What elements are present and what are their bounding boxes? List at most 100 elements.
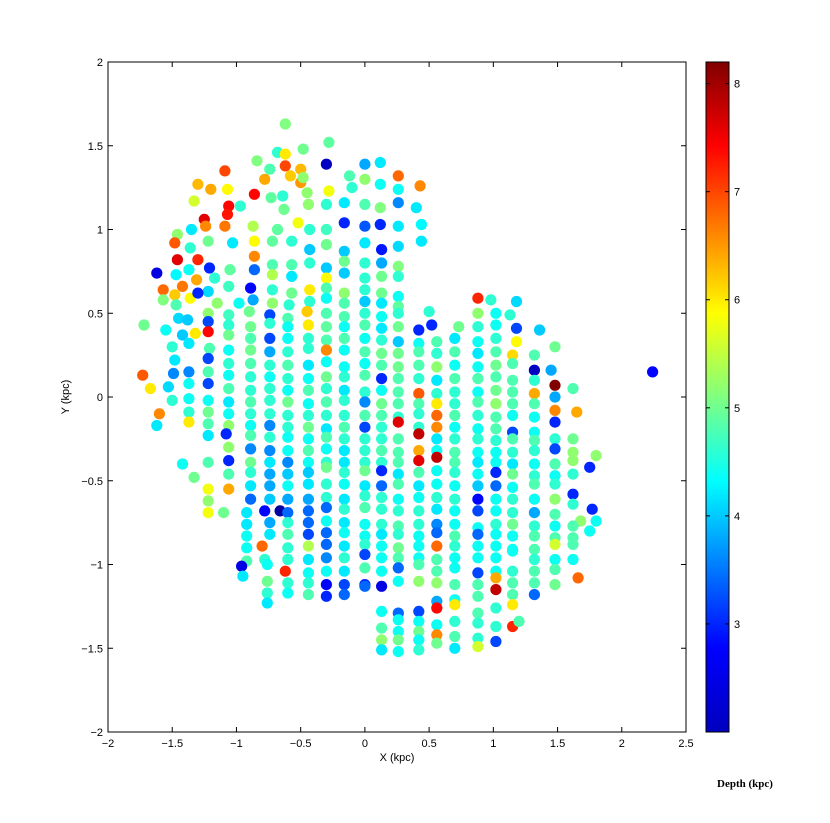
data-point: [413, 359, 425, 371]
data-point: [304, 284, 316, 296]
data-point: [359, 257, 371, 269]
data-point: [202, 406, 214, 418]
data-point: [392, 634, 404, 646]
data-point: [392, 361, 404, 373]
data-point: [264, 317, 276, 329]
data-point: [392, 433, 404, 445]
data-point: [431, 398, 443, 410]
data-point: [586, 503, 598, 515]
data-point: [209, 272, 221, 284]
data-point: [449, 421, 461, 433]
data-point: [301, 306, 313, 318]
data-point: [374, 202, 386, 214]
data-point: [302, 398, 314, 410]
data-point: [227, 237, 239, 249]
data-point: [302, 505, 314, 517]
data-point: [413, 346, 425, 358]
data-point: [169, 237, 181, 249]
data-point: [449, 530, 461, 542]
data-point: [297, 172, 309, 184]
data-point: [338, 267, 350, 279]
data-point: [359, 307, 371, 319]
data-point: [282, 542, 294, 554]
data-point: [549, 391, 561, 403]
data-point: [202, 394, 214, 406]
data-point: [472, 361, 484, 373]
data-point: [392, 456, 404, 468]
data-point: [567, 446, 579, 458]
data-point: [392, 528, 404, 540]
data-point: [282, 506, 294, 519]
data-point: [449, 579, 461, 591]
data-point: [359, 295, 371, 308]
data-point: [302, 198, 314, 210]
data-point: [413, 491, 425, 504]
colorbar-ticks: 3 4 5 6 7 8: [706, 79, 740, 631]
data-point: [245, 408, 257, 420]
y-tick-label: 2: [97, 57, 103, 69]
data-point: [413, 615, 425, 628]
data-point: [320, 321, 332, 333]
data-point: [431, 421, 443, 433]
data-point: [490, 359, 502, 371]
data-point: [223, 344, 235, 356]
data-point: [376, 540, 388, 552]
data-point: [392, 347, 404, 359]
data-point: [185, 223, 198, 236]
data-point: [202, 378, 214, 390]
x-tick-label: 1: [490, 738, 496, 750]
data-point: [359, 237, 371, 249]
data-point: [549, 493, 561, 505]
data-point: [490, 518, 502, 530]
data-point: [219, 220, 231, 232]
data-point: [282, 456, 294, 468]
data-point: [203, 262, 216, 274]
data-point: [549, 520, 561, 532]
data-point: [449, 552, 461, 564]
colorbar: [705, 61, 730, 733]
data-point: [297, 143, 309, 155]
data-point: [241, 530, 253, 542]
data-point: [506, 433, 519, 445]
data-point: [431, 503, 443, 515]
data-point: [528, 388, 541, 400]
data-point: [392, 552, 404, 564]
data-point: [549, 538, 561, 551]
colorbar-tick-label: 7: [734, 187, 740, 199]
data-point: [302, 373, 314, 385]
data-point: [243, 306, 255, 318]
data-point: [211, 297, 223, 309]
data-point: [376, 465, 388, 477]
data-point: [490, 398, 502, 410]
data-point: [266, 269, 278, 281]
data-point: [376, 257, 388, 269]
data-point: [259, 505, 271, 517]
data-point: [176, 280, 189, 292]
data-point: [506, 468, 519, 480]
data-point: [414, 180, 426, 192]
data-point: [647, 366, 659, 378]
data-point: [264, 468, 276, 480]
data-point: [245, 493, 257, 505]
data-point: [183, 264, 195, 276]
data-point: [302, 553, 314, 566]
data-point: [472, 347, 484, 359]
data-point: [472, 336, 484, 348]
data-point: [376, 644, 388, 656]
data-point: [286, 270, 298, 282]
data-point: [338, 297, 350, 309]
data-point: [264, 445, 276, 457]
data-point: [338, 540, 350, 552]
data-point: [472, 607, 484, 619]
data-point: [392, 562, 404, 574]
data-point: [374, 178, 386, 190]
data-point: [320, 461, 332, 473]
data-point: [304, 244, 316, 256]
data-point: [144, 383, 156, 395]
data-point: [302, 589, 314, 601]
data-point: [202, 506, 214, 519]
data-point: [413, 575, 425, 587]
data-point: [338, 344, 350, 356]
data-point: [202, 366, 214, 378]
